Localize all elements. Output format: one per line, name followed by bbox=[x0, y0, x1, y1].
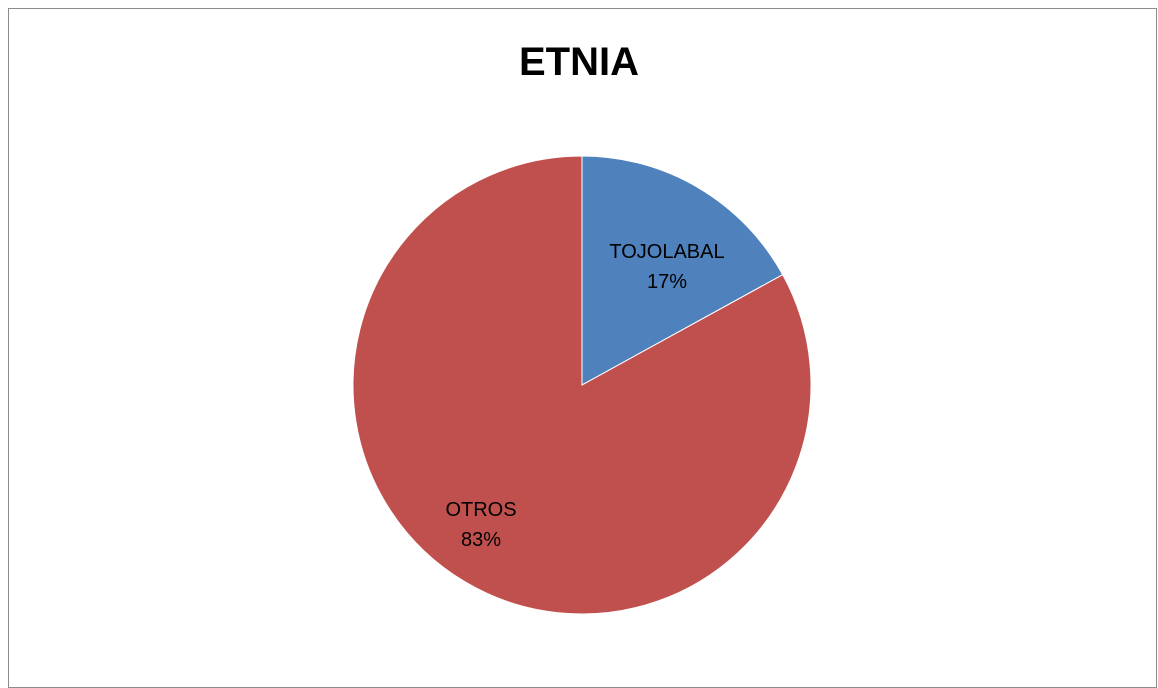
pie-slice-otros bbox=[352, 155, 812, 615]
slice-category-label: TOJOLABAL bbox=[609, 241, 724, 263]
slice-percent-label: 17% bbox=[647, 271, 687, 293]
slice-percent-label: 83% bbox=[461, 529, 501, 551]
chart-title: ETNIA bbox=[519, 40, 639, 84]
pie-slice-tojolabal bbox=[581, 155, 784, 386]
pie-slices bbox=[352, 155, 812, 615]
pie-labels: TOJOLABAL 17% OTROS 83% bbox=[445, 241, 724, 551]
slice-category-label: OTROS bbox=[445, 499, 516, 521]
